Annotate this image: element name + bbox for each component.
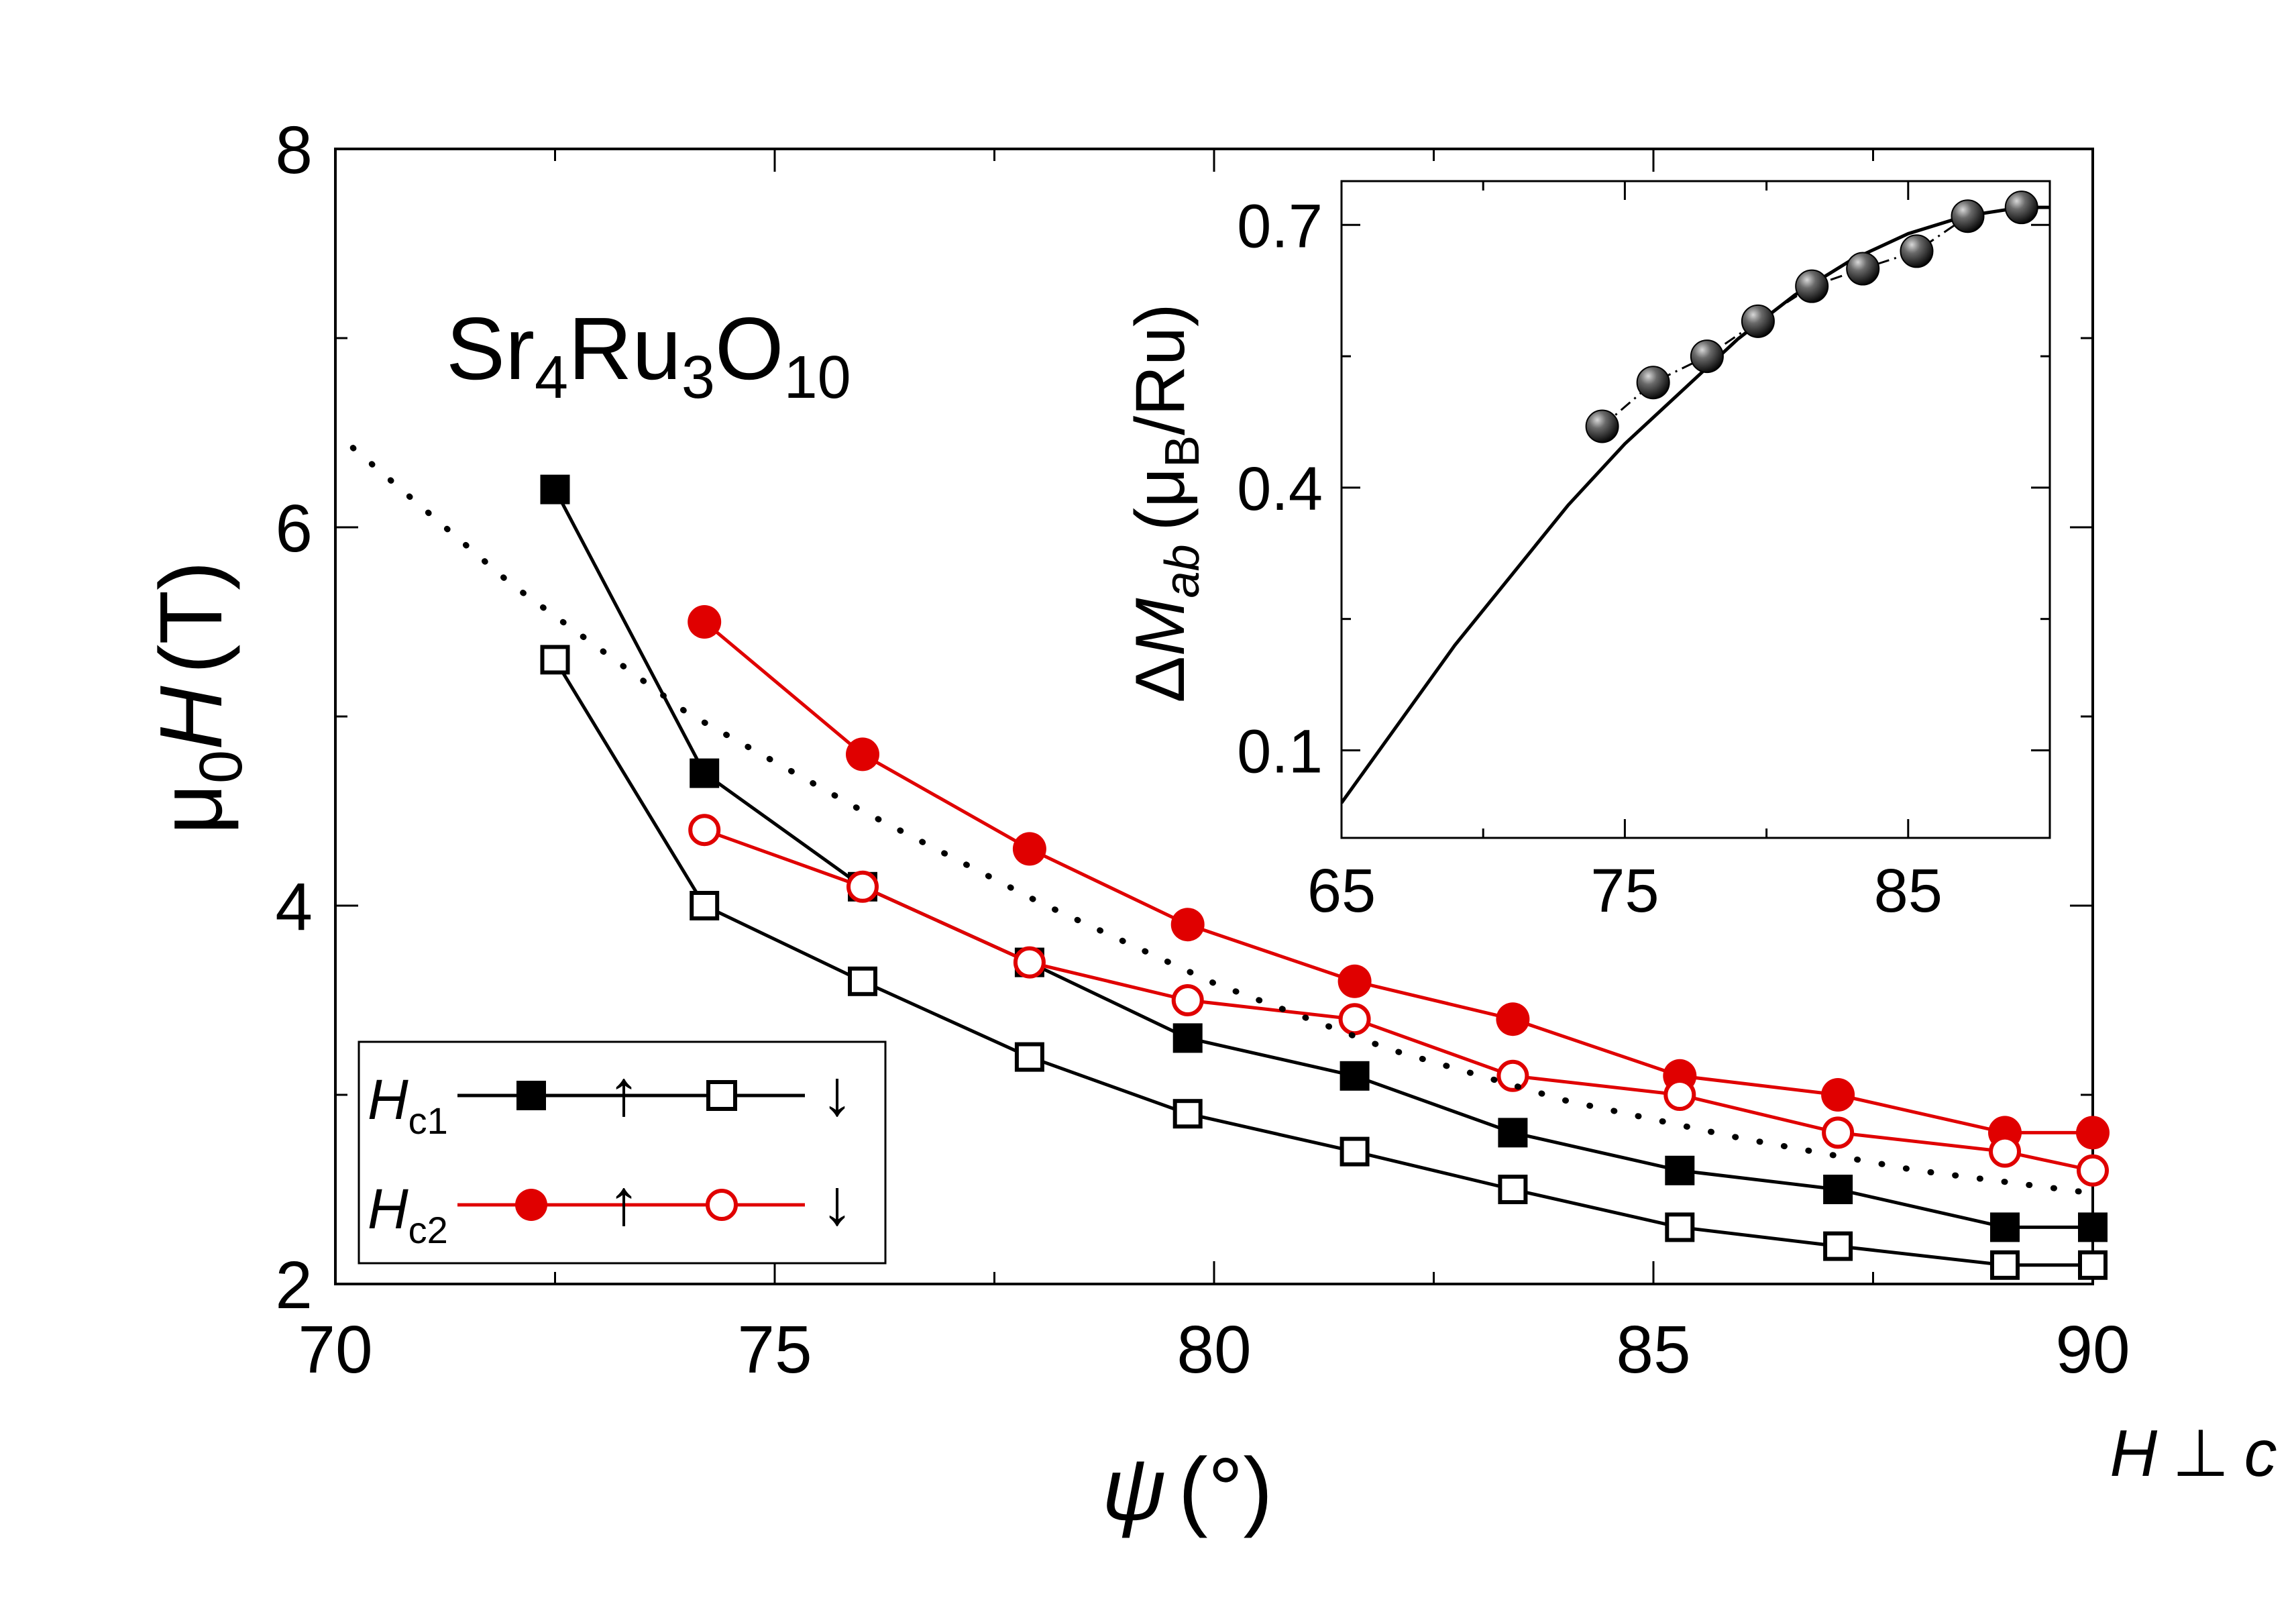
inset-data-point: [1690, 339, 1724, 374]
data-point-circle-open: [688, 814, 721, 847]
main-plot: 70 75 80 85 90 2 4 6 8: [275, 113, 2130, 1387]
inset-y-tick-label: 0.7: [1237, 192, 1323, 260]
data-point-circle-filled: [846, 737, 879, 771]
inset-x-tick-label: 65: [1307, 857, 1376, 925]
data-point-circle-filled: [1821, 1078, 1855, 1112]
inset-data-point: [1951, 199, 1985, 233]
inset-y-axis-label: ΔMab(μB/Ru): [1122, 303, 1209, 702]
fit-dotted-line: [349, 445, 2096, 1197]
y-axis-label: μ0H(T): [142, 561, 255, 835]
x-tick-label: 90: [2055, 1312, 2130, 1387]
data-point-circle-filled: [1012, 832, 1046, 866]
y-tick-label: 4: [275, 869, 313, 945]
data-point-circle-open: [846, 870, 879, 903]
data-point-square-filled: [690, 758, 720, 788]
inset-guide-line: [1601, 206, 2050, 427]
data-point-square-filled: [1498, 1118, 1528, 1148]
data-point-circle-open: [1496, 1059, 1529, 1092]
data-point-square-filled: [2078, 1212, 2108, 1242]
inset-data-point: [1795, 269, 1829, 303]
data-point-square-open: [1498, 1175, 1528, 1204]
y-tick-label: 2: [275, 1248, 313, 1323]
chart-title: Sr4Ru3O10: [446, 299, 851, 411]
data-point-square-open: [1172, 1099, 1203, 1129]
legend-label-hc1: Hc1: [368, 1068, 448, 1142]
series-line-2: [703, 621, 2093, 1134]
data-point-square-open: [540, 645, 570, 675]
legend-down-arrow-hc2: ↓: [821, 1167, 853, 1238]
data-point-square-open: [1014, 1042, 1044, 1072]
data-point-square-filled: [1665, 1155, 1695, 1185]
x-tick-label: 80: [1177, 1312, 1251, 1387]
data-point-circle-open: [1338, 1003, 1371, 1036]
legend-up-arrow-hc1: ↑: [608, 1057, 640, 1129]
data-point-circle-open: [1822, 1116, 1855, 1149]
y-tick-label: 6: [275, 491, 313, 566]
x-axis-label: ψ (°): [1102, 1440, 1273, 1538]
data-point-circle-open: [1663, 1079, 1696, 1111]
data-point-circle-filled: [2076, 1116, 2110, 1150]
data-point-square-filled: [1172, 1023, 1203, 1053]
data-point-circle-filled: [1170, 908, 1205, 942]
legend: Hc1 ↑ ↓ Hc2 ↑ ↓: [358, 1040, 887, 1265]
inset-plot: 65 75 85 0.1 0.4 0.7: [1237, 180, 2051, 925]
data-point-square-open: [1990, 1250, 2020, 1280]
data-point-circle-filled: [1337, 964, 1372, 998]
inset-x-tick-label: 85: [1874, 857, 1943, 925]
data-point-circle-open: [1989, 1135, 2021, 1168]
data-point-square-open: [1340, 1136, 1370, 1167]
data-point-square-open: [1823, 1231, 1853, 1261]
data-point-circle-open: [1013, 946, 1046, 979]
inset-data-point: [2004, 191, 2038, 225]
data-point-square-open: [848, 966, 877, 996]
x-tick-label: 85: [1616, 1312, 1690, 1387]
data-point-square-open: [1665, 1212, 1695, 1242]
legend-marker-hc1-down: [706, 1080, 737, 1111]
legend-marker-hc1-up: [516, 1081, 546, 1110]
legend-down-arrow-hc1: ↓: [821, 1057, 853, 1129]
data-point-square-open: [2078, 1250, 2108, 1280]
x-tick-label: 75: [737, 1312, 812, 1387]
data-point-circle-open: [1171, 984, 1204, 1016]
legend-up-arrow-hc2: ↑: [608, 1167, 640, 1238]
inset-data-point: [1585, 409, 1619, 443]
legend-box: [358, 1040, 887, 1265]
legend-marker-hc2-down: [706, 1189, 738, 1221]
corner-label: H ⊥ c: [2110, 1416, 2277, 1490]
data-point-square-filled: [1990, 1212, 2020, 1242]
data-point-square-filled: [540, 474, 570, 504]
inset-y-tick-label: 0.1: [1237, 717, 1323, 786]
x-tick-label: 70: [298, 1312, 372, 1387]
plot-frame: [334, 148, 2094, 1285]
inset-data-point: [1741, 304, 1775, 338]
inset-data-point: [1900, 234, 1934, 268]
data-point-square-open: [690, 891, 720, 920]
inset-y-tick-label: 0.4: [1237, 455, 1323, 523]
legend-label-hc2: Hc2: [368, 1177, 448, 1251]
inset-frame: [1340, 180, 2051, 839]
inset-x-tick-label: 75: [1590, 857, 1659, 925]
legend-marker-hc2-up: [515, 1189, 547, 1221]
inset-data-point: [1636, 366, 1670, 400]
series-line-3: [704, 828, 2093, 1173]
data-point-square-filled: [1823, 1175, 1853, 1204]
data-point-circle-filled: [688, 605, 722, 639]
data-point-circle-open: [2077, 1154, 2109, 1187]
inset-data-point: [1846, 252, 1880, 286]
data-point-circle-filled: [1496, 1002, 1530, 1036]
y-tick-label: 8: [275, 113, 313, 188]
data-point-square-filled: [1340, 1061, 1370, 1091]
